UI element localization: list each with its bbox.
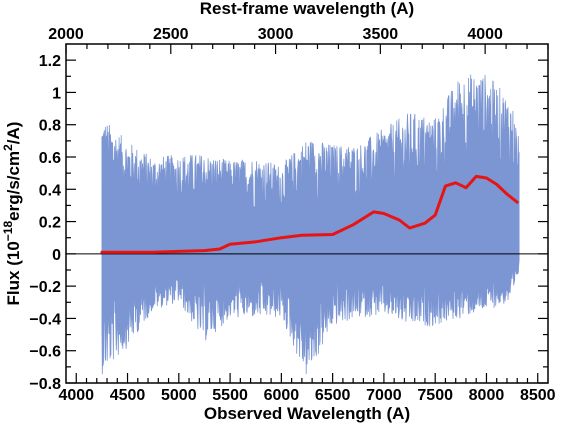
y-tick-label: 1.2 — [39, 53, 61, 70]
x-tick-label: 4000 — [58, 387, 94, 404]
x-tick-label: 6000 — [264, 387, 300, 404]
x-tick-label: 5000 — [161, 387, 197, 404]
x-axis-title: Observed Wavelength (A) — [204, 404, 410, 423]
spectrum-band — [101, 74, 520, 375]
y-axis-title-exponent: −18 — [1, 221, 15, 242]
y-axis-title-suffix: /A) — [4, 122, 23, 145]
model-line-0 — [100, 174, 519, 254]
x-tick-label: 8500 — [520, 387, 556, 404]
y-tick-label: −0.8 — [29, 376, 61, 393]
plot-area — [66, 74, 548, 375]
x-tick-label: 4500 — [110, 387, 146, 404]
x2-tick-label: 2500 — [153, 26, 189, 43]
y-tick-label: 0.2 — [39, 215, 61, 232]
x-tick-label: 6500 — [315, 387, 351, 404]
x2-tick-label: 2000 — [48, 26, 84, 43]
x-tick-label: 7500 — [417, 387, 453, 404]
data-group — [66, 74, 548, 375]
x-tick-label: 5500 — [212, 387, 248, 404]
x2-tick-label: 4000 — [467, 26, 503, 43]
axes-layer: 4000 4500 5000 5500 6000 6500 7000 7500 8000 8500… — [29, 26, 555, 404]
y-tick-label: 0.8 — [39, 118, 61, 135]
x2-tick-label: 3000 — [258, 26, 294, 43]
x-tick-label: 8000 — [469, 387, 505, 404]
y-tick-label: 0.6 — [39, 150, 61, 167]
y-axis-title-prefix: Flux (10 — [4, 241, 23, 305]
y-tick-label: −0.6 — [29, 344, 61, 361]
y-tick-label: −0.2 — [29, 279, 61, 296]
y-axis-title: Flux (10−18erg/s/cm2/A) — [1, 122, 23, 306]
x2-axis-title: Rest-frame wavelength (A) — [200, 0, 414, 18]
y-axis-title-unit: erg/s/cm — [4, 151, 23, 221]
y-tick-label: 0 — [52, 247, 61, 264]
y-tick-label: 1 — [52, 85, 61, 102]
y-tick-label: −0.4 — [29, 311, 61, 328]
x2-tick-label: 3500 — [363, 26, 399, 43]
y-axis-title-exponent-2: 2 — [1, 144, 15, 151]
y-tick-label: 0.4 — [39, 182, 61, 199]
plot-frame — [65, 43, 549, 384]
x-tick-label: 7000 — [366, 387, 402, 404]
